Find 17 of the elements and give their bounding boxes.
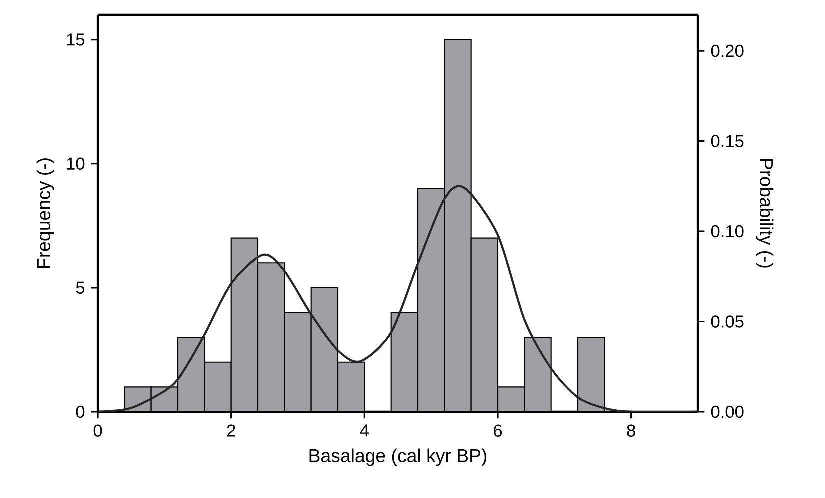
x-tick-label: 4: [360, 424, 369, 437]
x-tick-label: 2: [227, 424, 236, 437]
y2-tick-label: 0.00: [711, 406, 744, 418]
y-tick-label: 0: [76, 406, 85, 418]
y2-tick-label: 0.20: [711, 44, 744, 58]
y-axis-title: Frequency (-): [36, 158, 54, 268]
x-tick-label: 6: [494, 424, 502, 437]
x-tick-label: 0: [94, 424, 102, 437]
y2-tick-label: 0.15: [711, 135, 744, 148]
x-axis-title: Basalage (cal kyr BP): [310, 448, 487, 466]
y2-tick-label: 0.10: [711, 225, 744, 238]
y2-axis-title: Probability (-): [756, 160, 774, 268]
y2-tick-label: 0.05: [711, 316, 744, 328]
y-tick-label: 10: [67, 158, 85, 170]
x-tick-label: 8: [627, 424, 636, 437]
y-tick-label: 15: [67, 34, 85, 46]
y-tick-label: 5: [76, 282, 85, 294]
